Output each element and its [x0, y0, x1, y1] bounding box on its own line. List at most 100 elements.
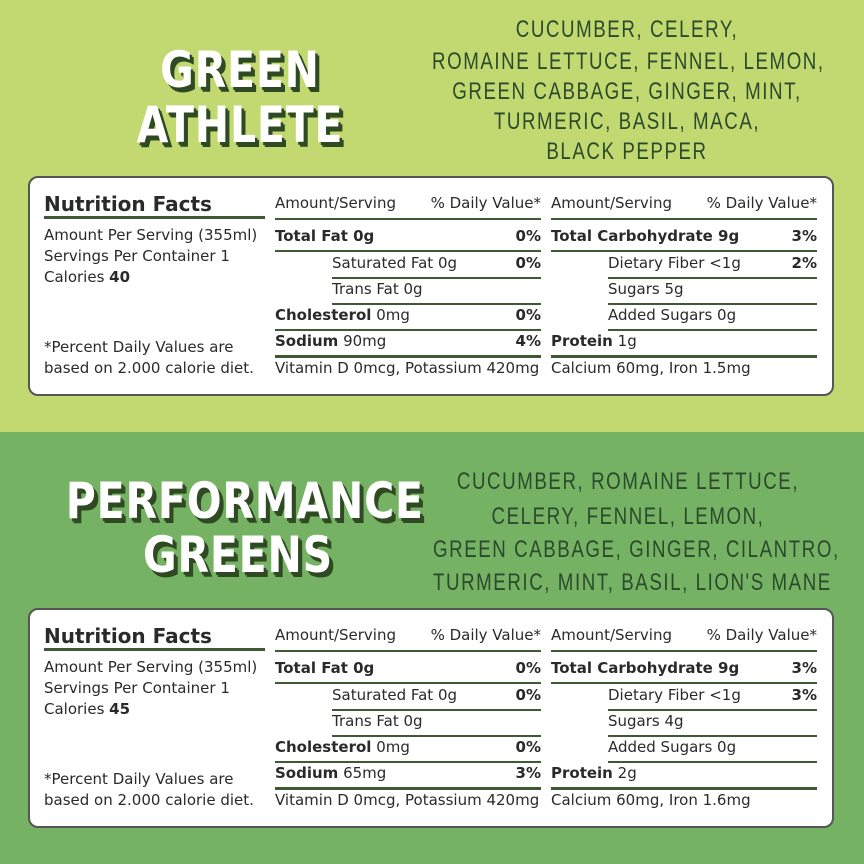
nutrient-row: Total Fat 0g: [275, 229, 374, 244]
nutrient-row: Saturated Fat 0g: [332, 688, 457, 703]
nutrient-label: Dietary Fiber <1g: [608, 686, 741, 704]
divider-line: [608, 303, 817, 305]
column-header: % Daily Value*: [430, 626, 541, 644]
divider-line: [275, 329, 541, 331]
daily-value: 0%: [515, 738, 541, 756]
daily-value: 0%: [515, 686, 541, 704]
divider-line: [332, 303, 541, 305]
daily-value: 3%: [791, 659, 817, 677]
product-title: PERFORMANCE: [65, 472, 424, 530]
calories: Calories 45: [44, 702, 130, 717]
nutrient-label: Cholesterol: [275, 306, 372, 324]
ingredients-line: CUCUMBER, CELERY,: [515, 16, 739, 43]
nutrient-label: Trans Fat 0g: [332, 712, 423, 730]
column-header: Amount/Serving: [275, 626, 396, 644]
divider-line: [275, 682, 541, 684]
nutrient-row: Added Sugars 0g: [608, 308, 736, 323]
divider-line: [275, 250, 541, 252]
nutrient-amount: 0mg: [376, 738, 410, 756]
calories: Calories 40: [44, 270, 130, 285]
divider-line: [551, 650, 817, 652]
column-header: Amount/Serving: [275, 194, 396, 212]
nutrient-amount: 65mg: [343, 764, 387, 782]
divider-line: [332, 709, 541, 711]
divider-line: [608, 329, 817, 331]
divider-line: [551, 250, 817, 252]
nutrient-row: Dietary Fiber <1g: [608, 256, 741, 271]
column-header: % Daily Value*: [706, 194, 817, 212]
nutrient-row: Trans Fat 0g: [332, 714, 423, 729]
divider-line: [275, 761, 541, 763]
footnote: *Percent Daily Values are: [44, 770, 234, 788]
divider-line: [608, 277, 817, 279]
ingredients-line: GREEN CABBAGE, GINGER, MINT,: [452, 78, 802, 105]
divider-line: [275, 787, 541, 790]
vitamins-minerals: Calcium 60mg, Iron 1.6mg: [551, 791, 751, 809]
calories-value: 45: [109, 700, 131, 718]
nutrient-label: Trans Fat 0g: [332, 280, 423, 298]
calories-label: Calories: [44, 268, 105, 286]
serving-size: Amount Per Serving (355ml): [44, 226, 258, 244]
nutrient-label: Saturated Fat 0g: [332, 686, 458, 704]
daily-value: 2%: [791, 254, 817, 272]
serving-size: Amount Per Serving (355ml): [44, 658, 258, 676]
daily-value: 0%: [515, 227, 541, 245]
nutrient-amount: 0mg: [376, 306, 410, 324]
nutrient-label: Total Carbohydrate 9g: [551, 227, 740, 245]
divider-line: [44, 216, 265, 219]
nutrient-label: Cholesterol: [275, 738, 372, 756]
ingredients-line: TURMERIC, MINT, BASIL, LION'S MANE: [433, 569, 832, 596]
servings-per-container: Servings Per Container 1: [44, 679, 230, 697]
nutrient-amount: 1g: [617, 332, 637, 350]
daily-value: 0%: [515, 254, 541, 272]
daily-value: 3%: [791, 686, 817, 704]
nutrition-panel: [28, 608, 834, 828]
calories-label: Calories: [44, 700, 105, 718]
divider-line: [44, 648, 265, 651]
divider-line: [608, 761, 817, 763]
nutrient-row: Protein 1g: [551, 334, 637, 349]
column-header: Amount/Serving: [551, 626, 672, 644]
nutrient-label: Added Sugars 0g: [608, 738, 737, 756]
nutrient-row: Sugars 5g: [608, 282, 684, 297]
nutrient-label: Sugars 4g: [608, 712, 684, 730]
divider-line: [551, 218, 817, 220]
nutrient-amount: 2g: [617, 764, 637, 782]
ingredients-line: TURMERIC, BASIL, MACA,: [493, 108, 761, 135]
facts-heading: Nutrition Facts: [44, 192, 212, 216]
nutrient-row: Saturated Fat 0g: [332, 256, 457, 271]
nutrient-row: Added Sugars 0g: [608, 740, 736, 755]
vitamins-minerals: Vitamin D 0mcg, Potassium 420mg: [275, 791, 540, 809]
ingredients-line: CELERY, FENNEL, LEMON,: [491, 503, 765, 530]
ingredients-line: GREEN CABBAGE, GINGER, CILANTRO,: [433, 536, 840, 563]
nutrient-label: Total Fat 0g: [275, 227, 375, 245]
nutrient-label: Sugars 5g: [608, 280, 684, 298]
divider-line: [332, 735, 541, 737]
divider-line: [608, 709, 817, 711]
facts-heading: Nutrition Facts: [44, 624, 212, 648]
nutrient-row: Cholesterol 0mg: [275, 308, 410, 323]
footnote: *Percent Daily Values are: [44, 338, 234, 356]
ingredients-line: CUCUMBER, ROMAINE LETTUCE,: [456, 468, 800, 495]
divider-line: [551, 355, 817, 358]
daily-value: 4%: [515, 332, 541, 350]
daily-value: 3%: [515, 764, 541, 782]
servings-per-container: Servings Per Container 1: [44, 247, 230, 265]
nutrient-row: Sugars 4g: [608, 714, 684, 729]
calories-value: 40: [109, 268, 131, 286]
product-title: GREENS: [142, 526, 334, 584]
divider-line: [275, 218, 541, 220]
footnote: based on 2.000 calorie diet.: [44, 791, 254, 809]
column-header: Amount/Serving: [551, 194, 672, 212]
divider-line: [275, 355, 541, 358]
product-title: ATHLETE: [136, 96, 344, 154]
nutrient-label: Dietary Fiber <1g: [608, 254, 741, 272]
daily-value: 3%: [791, 227, 817, 245]
nutrient-row: Sodium 65mg: [275, 766, 386, 781]
product-title: GREEN: [160, 41, 320, 99]
nutrient-row: Cholesterol 0mg: [275, 740, 410, 755]
divider-line: [275, 650, 541, 652]
nutrient-label: Sodium: [275, 764, 339, 782]
column-header: % Daily Value*: [706, 626, 817, 644]
